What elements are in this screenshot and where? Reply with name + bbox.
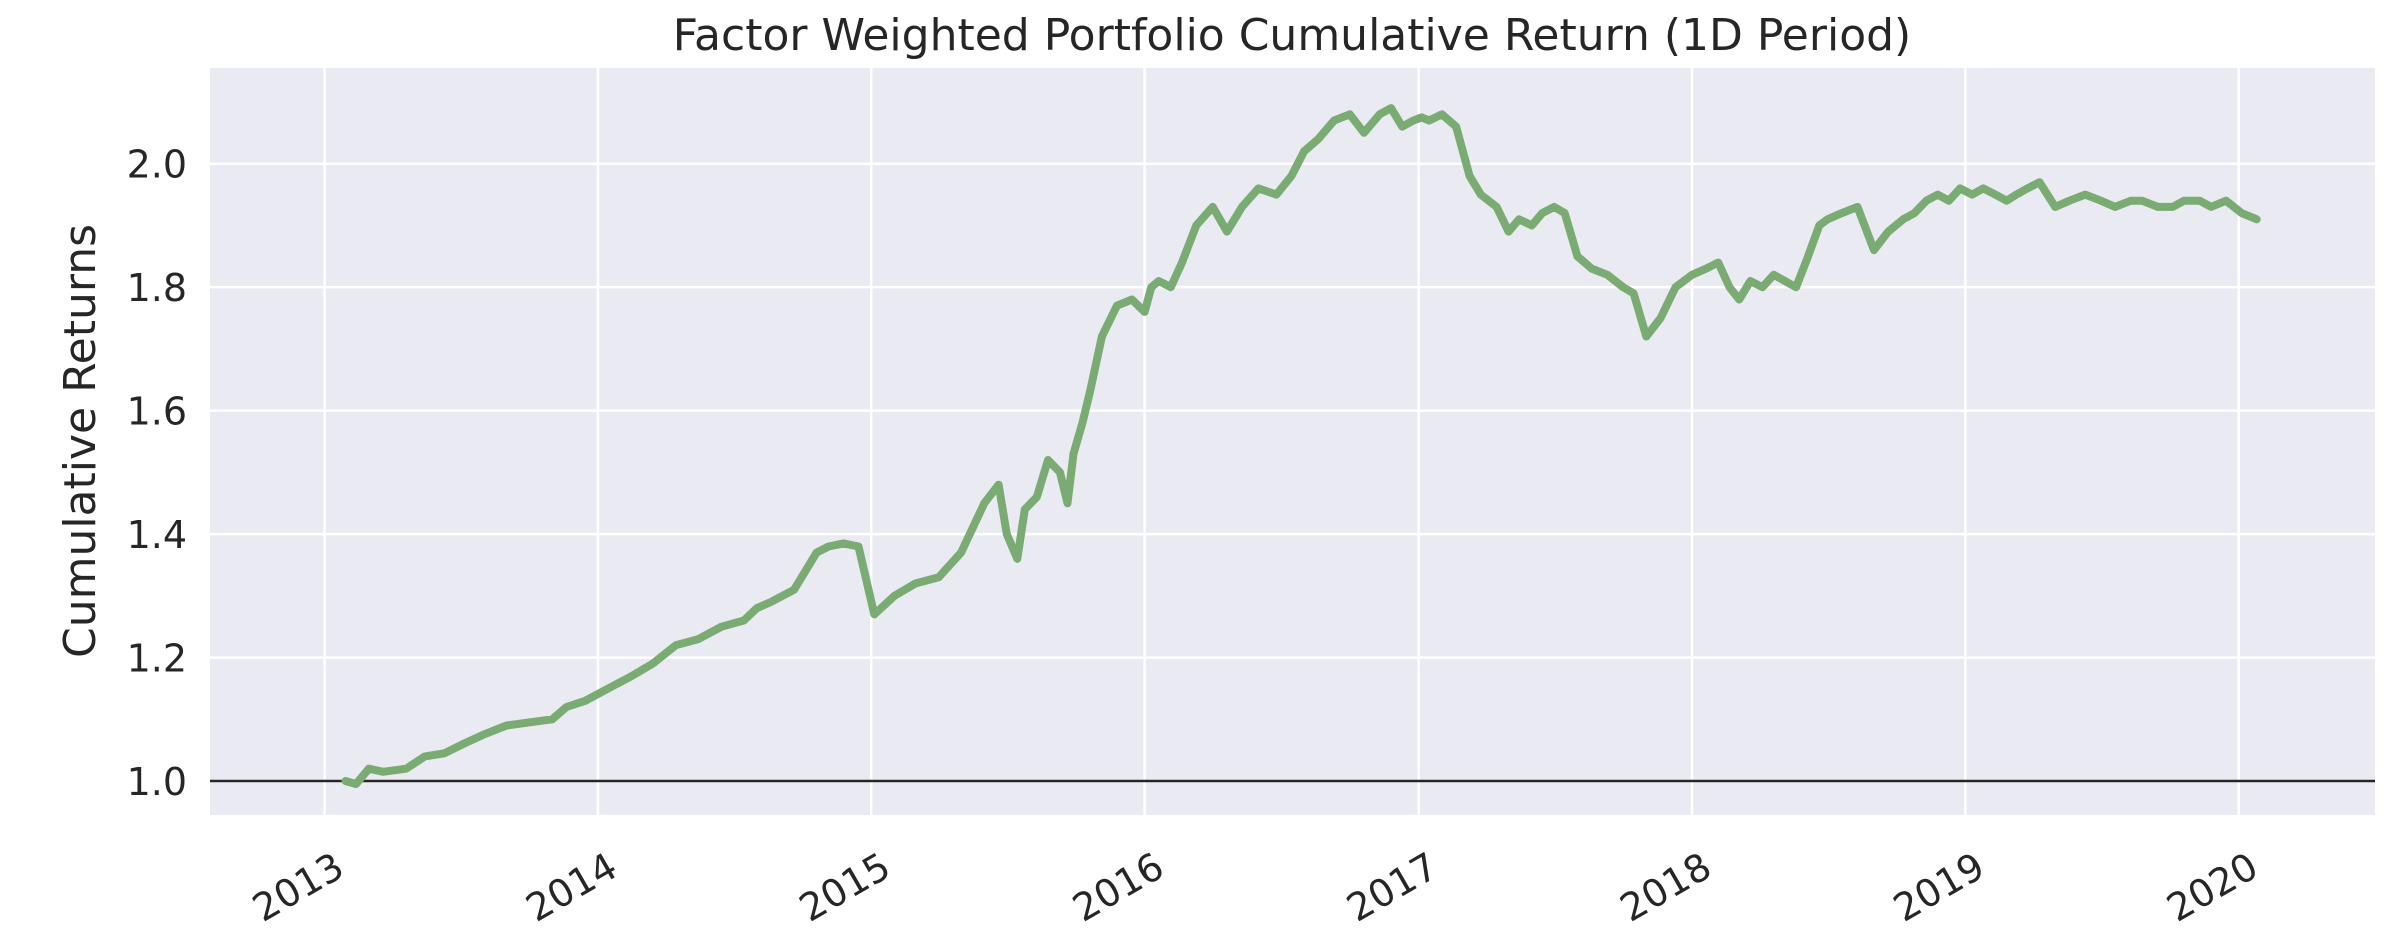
y-tick-label: 1.0: [127, 760, 187, 804]
y-tick-label: 1.6: [127, 390, 187, 434]
y-tick-labels: 1.0 1.2 1.4 1.6 1.8 2.0: [127, 143, 187, 804]
chart-title: Factor Weighted Portfolio Cumulative Ret…: [673, 10, 1911, 61]
y-axis-label: Cumulative Returns: [55, 224, 106, 658]
x-grid: [323, 68, 2240, 815]
y-tick-label: 2.0: [127, 143, 187, 187]
y-tick-label: 1.4: [127, 513, 187, 557]
y-tick-label: 1.8: [127, 266, 187, 310]
cumulative-return-line: [341, 104, 2261, 789]
y-tick-label: 1.2: [127, 637, 187, 681]
